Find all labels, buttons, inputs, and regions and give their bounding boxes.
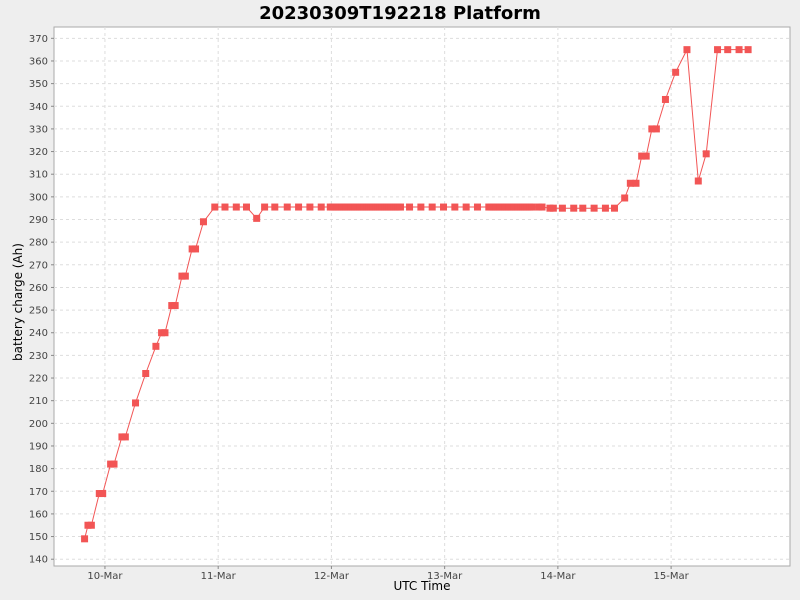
y-tick-label: 320 xyxy=(29,147,48,158)
data-point xyxy=(694,177,702,185)
x-tick-label: 13-Mar xyxy=(427,571,463,582)
data-point xyxy=(549,204,557,212)
data-point xyxy=(132,399,140,407)
y-tick-label: 300 xyxy=(29,192,48,203)
data-point xyxy=(621,194,629,202)
y-tick-label: 250 xyxy=(29,306,48,317)
data-point xyxy=(428,203,436,211)
data-point xyxy=(672,68,680,76)
series-layer xyxy=(81,46,752,543)
data-point xyxy=(261,203,269,211)
data-point xyxy=(462,203,470,211)
data-point xyxy=(683,46,691,54)
data-point xyxy=(417,203,425,211)
y-tick-label: 350 xyxy=(29,79,48,90)
data-point xyxy=(110,460,118,468)
data-point xyxy=(142,370,150,377)
data-point xyxy=(221,203,229,211)
data-point xyxy=(570,204,578,212)
x-tick-label: 15-Mar xyxy=(654,571,690,582)
data-point xyxy=(724,46,732,54)
data-point xyxy=(253,214,261,222)
chart-title: 20230309T192218 Platform xyxy=(259,3,541,24)
data-point xyxy=(558,204,566,212)
data-point xyxy=(638,152,646,160)
data-point xyxy=(702,150,710,158)
x-axis: 10-Mar 11-Mar 12-Mar 13-Mar 14-Mar 15-Mar xyxy=(87,566,690,582)
data-point xyxy=(610,204,618,212)
y-tick-label: 340 xyxy=(29,102,48,113)
y-axis: 140 150 160 170 180 190 200 210 220 230 240 250 260 2… xyxy=(29,34,54,566)
y-tick-label: 240 xyxy=(29,328,48,339)
y-tick-label: 360 xyxy=(29,56,48,67)
y-tick-label: 330 xyxy=(29,124,48,135)
plot-area xyxy=(53,26,791,567)
data-point xyxy=(632,179,640,187)
data-point xyxy=(295,203,303,211)
data-point xyxy=(181,272,189,280)
data-point xyxy=(99,490,107,498)
data-point xyxy=(626,179,634,187)
data-point xyxy=(648,125,656,133)
data-point xyxy=(211,203,219,211)
y-tick-label: 280 xyxy=(29,238,48,249)
y-tick-label: 290 xyxy=(29,215,48,226)
data-point xyxy=(242,203,250,211)
data-point xyxy=(642,152,650,160)
y-tick-label: 140 xyxy=(29,555,48,566)
y-tick-label: 310 xyxy=(29,170,48,181)
x-tick-label: 11-Mar xyxy=(201,571,237,582)
x-tick-label: 12-Mar xyxy=(314,571,350,582)
x-tick-label: 14-Mar xyxy=(540,571,576,582)
data-point xyxy=(590,204,598,212)
data-point xyxy=(579,204,587,212)
x-tick-label: 10-Mar xyxy=(87,571,123,582)
y-tick-label: 220 xyxy=(29,374,48,385)
data-point xyxy=(152,342,160,350)
y-tick-label: 170 xyxy=(29,487,48,498)
y-tick-label: 210 xyxy=(29,396,48,407)
data-point xyxy=(451,203,459,211)
y-tick-label: 270 xyxy=(29,260,48,271)
data-point xyxy=(271,203,279,211)
data-point xyxy=(538,203,546,211)
y-tick-label: 150 xyxy=(29,532,48,543)
x-axis-label: UTC Time xyxy=(394,579,451,593)
y-tick-label: 260 xyxy=(29,283,48,294)
data-point xyxy=(714,46,722,54)
data-point xyxy=(306,203,314,211)
data-point xyxy=(735,46,743,54)
data-point xyxy=(396,203,404,211)
y-tick-label: 180 xyxy=(29,464,48,475)
data-point xyxy=(171,302,179,310)
data-point xyxy=(528,203,536,211)
data-point xyxy=(232,203,240,211)
data-point xyxy=(87,521,95,529)
data-point xyxy=(601,204,609,212)
y-tick-label: 160 xyxy=(29,509,48,520)
y-tick-label: 200 xyxy=(29,419,48,430)
data-point xyxy=(161,329,169,337)
data-point xyxy=(440,203,448,211)
data-point xyxy=(661,95,669,103)
y-tick-label: 190 xyxy=(29,441,48,452)
data-point xyxy=(652,125,660,133)
gridlines xyxy=(54,27,790,566)
y-tick-label: 370 xyxy=(29,34,48,45)
y-axis-label: battery charge (Ah) xyxy=(11,243,25,361)
data-point xyxy=(121,433,129,441)
y-tick-label: 230 xyxy=(29,351,48,362)
data-point xyxy=(744,46,752,54)
data-point xyxy=(473,203,481,211)
data-point xyxy=(406,203,414,211)
data-point xyxy=(81,535,89,543)
data-point xyxy=(192,245,200,253)
data-point xyxy=(317,203,325,211)
data-point xyxy=(283,203,291,211)
data-point xyxy=(199,218,207,226)
